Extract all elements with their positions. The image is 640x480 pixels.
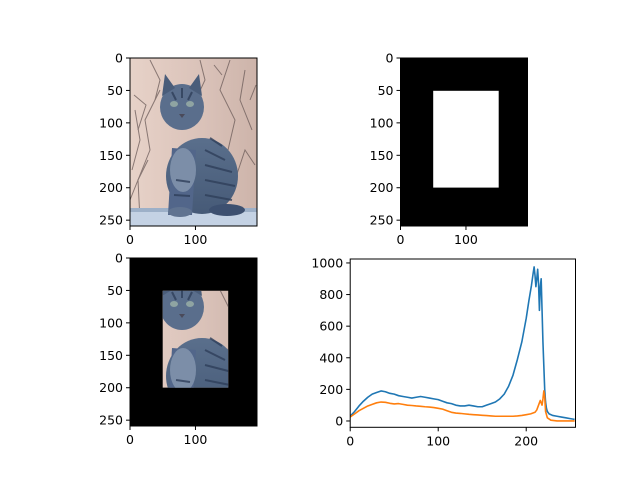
x-tick-label: 100 bbox=[184, 432, 208, 447]
subplot-masked-image: 0 100 0 50 100 150 200 250 bbox=[99, 251, 258, 448]
y-tick-label: 250 bbox=[99, 213, 123, 228]
axis-ticks: 0 100 200 0 200 400 600 800 1000 bbox=[311, 255, 538, 448]
axis-ticks: 0 100 0 50 100 150 200 250 bbox=[99, 51, 207, 248]
y-tick-label: 100 bbox=[99, 315, 123, 330]
y-tick-label: 250 bbox=[99, 413, 123, 428]
axis-ticks: 0 100 0 50 100 150 200 250 bbox=[370, 51, 478, 248]
histogram-plot-area bbox=[350, 266, 575, 422]
y-tick-label: 600 bbox=[319, 319, 343, 334]
y-tick-label: 150 bbox=[370, 148, 394, 163]
axes-frame bbox=[129, 257, 258, 427]
y-tick-label: 0 bbox=[335, 413, 343, 428]
y-tick-label: 50 bbox=[107, 283, 123, 298]
x-tick-label: 200 bbox=[514, 433, 538, 448]
x-tick-label: 100 bbox=[426, 433, 450, 448]
y-tick-label: 1000 bbox=[311, 255, 343, 270]
y-tick-label: 150 bbox=[99, 348, 123, 363]
y-tick-label: 50 bbox=[378, 83, 394, 98]
axes-frame bbox=[349, 258, 577, 428]
x-tick-label: 100 bbox=[184, 232, 208, 247]
x-tick-label: 0 bbox=[126, 232, 134, 247]
axes-frame bbox=[129, 57, 258, 227]
y-tick-label: 100 bbox=[370, 115, 394, 130]
x-tick-label: 0 bbox=[397, 232, 405, 247]
y-tick-label: 800 bbox=[319, 287, 343, 302]
y-tick-label: 50 bbox=[107, 83, 123, 98]
y-tick-label: 200 bbox=[370, 180, 394, 195]
cat-image bbox=[130, 58, 257, 226]
axis-ticks: 0 100 0 50 100 150 200 250 bbox=[99, 251, 207, 448]
subplot-histogram: 0 100 200 0 200 400 600 800 1000 bbox=[311, 255, 577, 448]
histogram-series-line-1 bbox=[350, 266, 575, 421]
y-tick-label: 0 bbox=[386, 51, 394, 66]
y-tick-label: 0 bbox=[115, 251, 123, 266]
axes-frame bbox=[400, 57, 528, 227]
y-tick-label: 150 bbox=[99, 148, 123, 163]
y-tick-label: 0 bbox=[115, 51, 123, 66]
y-tick-label: 250 bbox=[370, 213, 394, 228]
subplot-original-image: 0 100 0 50 100 150 200 250 bbox=[99, 51, 258, 248]
y-tick-label: 200 bbox=[319, 382, 343, 397]
subplot-mask: 0 100 0 50 100 150 200 250 bbox=[370, 51, 528, 248]
histogram-series-line-2 bbox=[350, 390, 575, 422]
y-tick-label: 400 bbox=[319, 350, 343, 365]
x-tick-label: 100 bbox=[454, 232, 478, 247]
y-tick-label: 100 bbox=[99, 115, 123, 130]
mask-rectangle bbox=[433, 90, 499, 188]
y-tick-label: 200 bbox=[99, 380, 123, 395]
x-tick-label: 0 bbox=[346, 433, 354, 448]
y-tick-label: 200 bbox=[99, 180, 123, 195]
x-tick-label: 0 bbox=[126, 432, 134, 447]
